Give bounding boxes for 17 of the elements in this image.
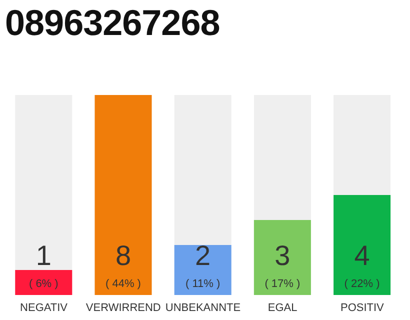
annotation: ( 22% ) (344, 278, 380, 290)
x-tick-label: NEGATIV (20, 302, 68, 314)
x-tick-label: VERWIRREND (86, 302, 161, 314)
annotation: ( 44% ) (106, 278, 141, 290)
x-tick-label: UNBEKANNTE (165, 302, 241, 314)
data-label: 3 (274, 240, 290, 271)
x-tick-label: POSITIV (340, 302, 385, 314)
annotation: ( 6% ) (28, 278, 58, 290)
annotation: ( 11% ) (186, 278, 220, 290)
annotation: ( 17% ) (264, 278, 300, 290)
data-label: 1 (36, 240, 52, 271)
x-tick-label: EGAL (268, 302, 298, 314)
bar (15, 270, 72, 295)
data-label: 8 (115, 240, 132, 271)
data-label: 2 (195, 240, 211, 271)
data-label: 4 (354, 240, 370, 271)
chart-title: 08963267268 (5, 2, 220, 44)
